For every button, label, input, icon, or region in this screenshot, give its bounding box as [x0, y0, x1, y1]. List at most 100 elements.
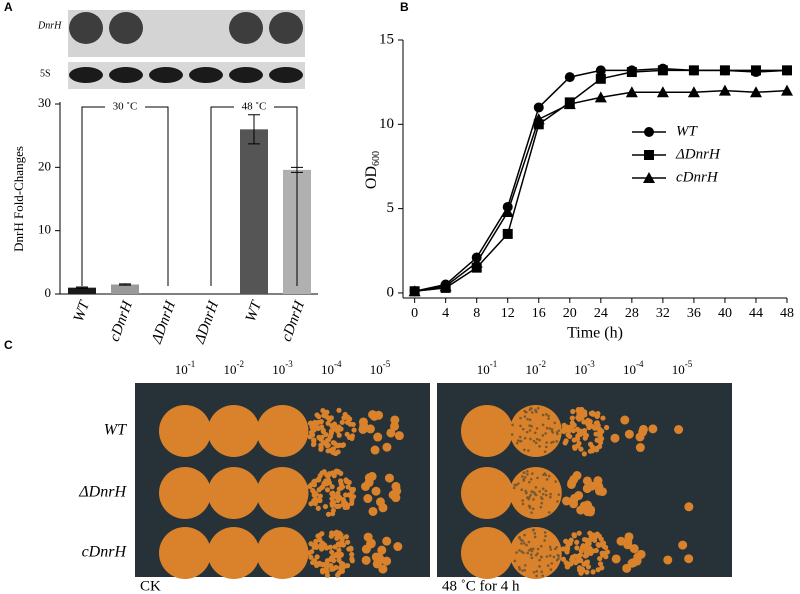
- colony-grain: [540, 570, 544, 574]
- colony-spot: [159, 467, 211, 519]
- dilution-base: 10: [477, 362, 490, 377]
- colony: [569, 415, 575, 421]
- colony: [368, 506, 378, 516]
- colony-grain: [550, 429, 554, 433]
- dilution-label: 10-5: [370, 359, 391, 377]
- condition-label: 48 ˚C for 4 h: [442, 578, 520, 594]
- colony: [314, 412, 320, 418]
- colony-spot: [461, 527, 513, 579]
- colony: [338, 470, 344, 476]
- dilution-base: 10: [175, 362, 188, 377]
- colony: [317, 561, 323, 567]
- colony: [600, 415, 606, 421]
- colony-grain: [543, 450, 547, 453]
- colony: [361, 555, 371, 565]
- colony-grain: [527, 540, 531, 544]
- colony: [346, 492, 352, 498]
- colony: [585, 564, 591, 570]
- colony: [571, 533, 578, 539]
- colony: [599, 428, 605, 434]
- y-tick-label: 0: [45, 285, 52, 300]
- colony: [319, 540, 325, 546]
- colony-grain: [545, 441, 548, 444]
- colony: [308, 420, 314, 426]
- colony-grain: [532, 498, 535, 501]
- colony: [565, 543, 571, 550]
- bar: [68, 287, 96, 294]
- colony-grain: [540, 501, 544, 505]
- data-point: [439, 280, 452, 292]
- colony: [587, 441, 594, 447]
- colony: [319, 485, 325, 491]
- colony-grain: [538, 565, 541, 568]
- colony: [340, 496, 346, 503]
- y-axis-label: DnrH Fold-Changes: [11, 146, 26, 252]
- colony: [575, 433, 581, 439]
- colony-grain: [534, 553, 538, 557]
- colony-grain: [534, 408, 537, 412]
- colony: [589, 423, 595, 429]
- colony: [394, 431, 404, 441]
- data-point: [470, 256, 483, 268]
- colony-grain: [522, 479, 526, 482]
- colony: [578, 446, 584, 452]
- colony: [311, 441, 317, 447]
- colony: [350, 486, 357, 493]
- colony-grain: [516, 439, 520, 442]
- colony: [594, 413, 601, 419]
- colony: [563, 560, 569, 566]
- colony-grain: [526, 470, 529, 473]
- colony: [684, 554, 694, 564]
- data-point: [595, 65, 606, 76]
- colony-spot: [159, 527, 211, 579]
- colony: [330, 558, 337, 564]
- colony-grain: [534, 441, 538, 445]
- colony-grain: [539, 544, 543, 548]
- colony: [593, 476, 603, 486]
- colony-grain: [527, 480, 531, 484]
- colony: [597, 433, 603, 439]
- strain-label: cDnrH: [82, 544, 128, 561]
- colony-grain: [555, 440, 559, 443]
- colony-grain: [520, 542, 523, 545]
- gel-band: [149, 67, 183, 83]
- colony: [581, 419, 587, 425]
- x-tick-label: 24: [594, 306, 608, 321]
- dilution-exp: -4: [334, 359, 342, 369]
- colony: [591, 537, 598, 543]
- gel-band: [229, 12, 263, 44]
- bar: [111, 284, 139, 294]
- colony: [600, 540, 607, 546]
- colony: [597, 555, 603, 562]
- colony: [589, 448, 595, 454]
- colony: [344, 431, 350, 437]
- data-point: [626, 67, 637, 78]
- colony-grain: [535, 570, 539, 573]
- colony: [576, 530, 582, 536]
- colony: [325, 477, 331, 483]
- colony-grain: [540, 555, 543, 559]
- colony-grain: [523, 436, 527, 440]
- colony: [598, 536, 604, 542]
- colony-grain: [534, 486, 538, 489]
- colony: [567, 433, 573, 440]
- colony: [343, 492, 349, 498]
- colony-grain: [545, 493, 548, 497]
- colony-grain: [510, 433, 514, 436]
- colony-spot: [207, 467, 260, 519]
- strain-label: WT: [104, 422, 127, 439]
- colony-grain: [515, 441, 519, 445]
- colony: [611, 554, 621, 564]
- colony: [335, 490, 341, 496]
- dilution-label: 10-2: [224, 359, 245, 377]
- colony-grain: [528, 506, 532, 510]
- bracket: [81, 106, 169, 286]
- colony: [351, 427, 357, 433]
- colony: [382, 556, 392, 566]
- y-tick-label: 10: [379, 116, 394, 132]
- colony: [597, 487, 607, 497]
- colony: [336, 547, 342, 553]
- colony-grain: [519, 416, 522, 420]
- dilution-label: 10-5: [672, 359, 693, 377]
- colony: [391, 481, 401, 491]
